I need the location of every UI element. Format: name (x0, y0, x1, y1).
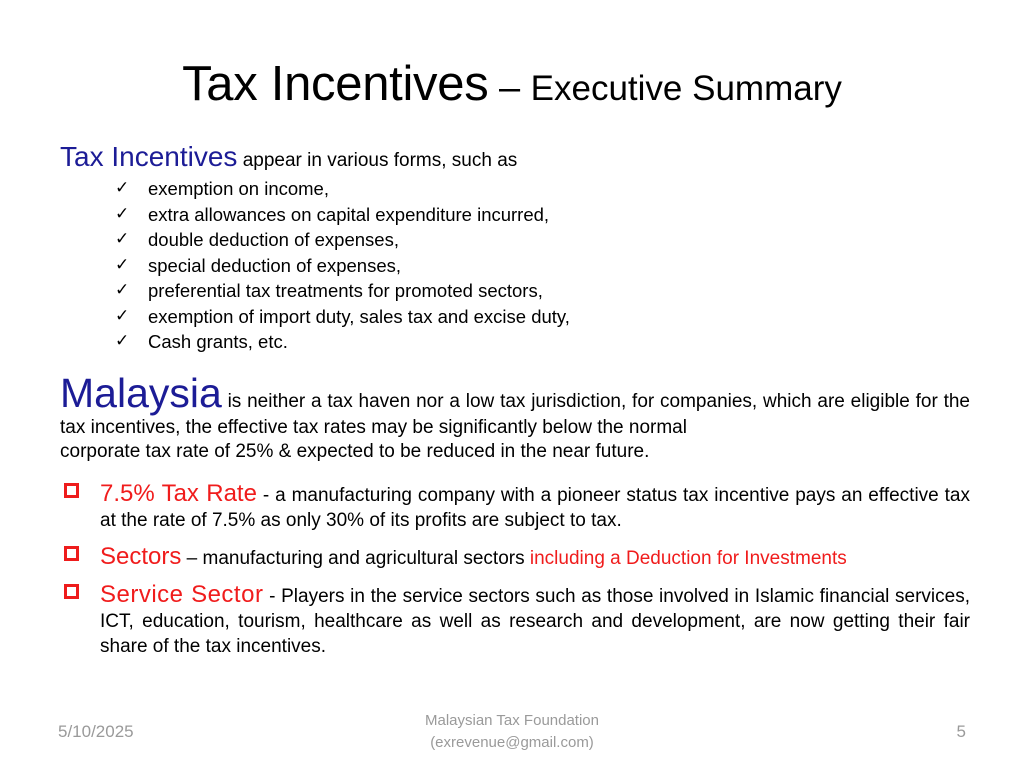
square-bullet-icon (64, 482, 79, 498)
malaysia-last-line: corporate tax rate of 25% & expected to … (60, 440, 650, 462)
footer-organization: Malaysian Tax Foundation (exrevenue@gmai… (0, 710, 1024, 754)
key-point-heading: Service Sector (100, 580, 264, 608)
list-item-label: extra allowances on capital expenditure … (148, 203, 550, 225)
page-title-dash: – (488, 67, 531, 109)
key-point-accent: including a Deduction for Investments (529, 547, 847, 569)
footer-org-name: Malaysian Tax Foundation (425, 712, 599, 729)
check-icon: ✓ (115, 254, 130, 274)
key-point-heading: 7.5% Tax Rate (100, 479, 257, 507)
page-title-main: Tax Incentives (182, 57, 489, 111)
list-item-label: exemption on income, (148, 178, 329, 200)
list-item: ✓ extra allowances on capital expenditur… (60, 202, 970, 228)
square-bullet-icon (64, 545, 79, 561)
list-item-label: preferential tax treatments for promoted… (148, 280, 543, 302)
check-icon: ✓ (115, 331, 130, 351)
malaysia-paragraph-block: Malaysia is neither a tax haven nor a lo… (60, 369, 970, 463)
list-item-label: double deduction of expenses, (148, 229, 399, 251)
malaysia-heading: Malaysia (60, 369, 222, 416)
check-icon: ✓ (115, 229, 130, 249)
square-bullet-icon (64, 583, 79, 599)
page-title: Tax Incentives – Executive Summary (0, 60, 1024, 109)
list-item: ✓ preferential tax treatments for promot… (60, 278, 970, 304)
key-point-tax-rate: 7.5% Tax Rate - a manufacturing company … (60, 481, 970, 533)
slide-footer: 5/10/2025 Malaysian Tax Foundation (exre… (0, 700, 1024, 768)
check-icon: ✓ (115, 203, 130, 223)
malaysia-body-text: is neither a tax haven nor a low tax jur… (60, 390, 970, 438)
page-title-subtitle: Executive Summary (530, 69, 842, 108)
key-point-body: - Players in the service sectors such as… (100, 585, 970, 657)
key-point-body: – manufacturing and agricultural sectors (181, 547, 530, 569)
lead-in-emphasis: Tax Incentives (60, 141, 238, 172)
check-icon: ✓ (115, 280, 130, 300)
key-points-list: 7.5% Tax Rate - a manufacturing company … (60, 481, 970, 659)
footer-date: 5/10/2025 (58, 722, 134, 741)
list-item-label: Cash grants, etc. (148, 331, 288, 353)
key-point-service-sector: Service Sector - Players in the service … (60, 582, 970, 659)
lead-in-line: Tax Incentives appear in various forms, … (60, 141, 970, 172)
check-icon: ✓ (115, 305, 130, 325)
key-point-body: - a manufacturing company with a pioneer… (100, 484, 970, 531)
footer-org-email: (exrevenue@gmail.com) (430, 734, 594, 751)
key-point-heading: Sectors (100, 542, 182, 570)
lead-in-text: appear in various forms, such as (237, 150, 518, 171)
incentive-forms-list: ✓ exemption on income, ✓ extra allowance… (60, 176, 970, 355)
list-item-label: exemption of import duty, sales tax and … (148, 305, 570, 327)
slide-body: Tax Incentives appear in various forms, … (60, 141, 970, 670)
list-item-label: special deduction of expenses, (148, 254, 402, 276)
list-item: ✓ exemption of import duty, sales tax an… (60, 304, 970, 330)
list-item: ✓ exemption on income, (60, 176, 970, 202)
list-item: ✓ special deduction of expenses, (60, 253, 970, 279)
list-item: ✓ double deduction of expenses, (60, 227, 970, 253)
footer-page-number: 5 (956, 722, 966, 741)
list-item: ✓ Cash grants, etc. (60, 329, 970, 355)
key-point-sectors: Sectors – manufacturing and agricultural… (60, 544, 970, 571)
malaysia-paragraph: Malaysia is neither a tax haven nor a lo… (60, 369, 970, 441)
check-icon: ✓ (115, 178, 130, 198)
